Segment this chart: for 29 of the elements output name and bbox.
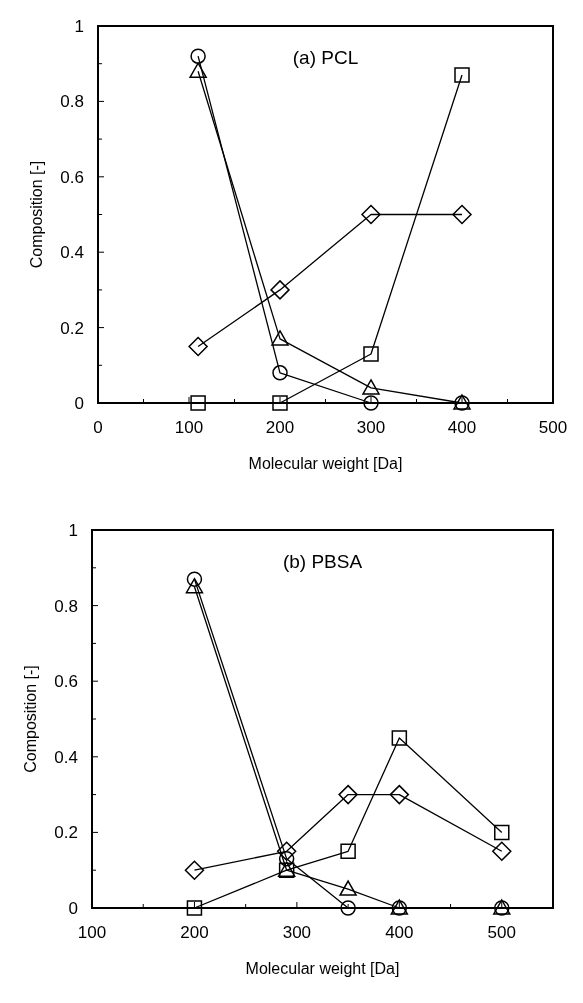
x-tick-label: 200	[180, 923, 209, 942]
y-tick-label: 1	[74, 16, 84, 36]
x-tick-label: 100	[77, 923, 107, 942]
text: (a) PCL	[292, 47, 359, 68]
x-tick-label: 300	[356, 418, 386, 437]
y-tick-label: 0	[74, 393, 84, 413]
x-tick-label: 500	[538, 418, 568, 437]
y-tick-label: 0.8	[54, 596, 78, 616]
x-tick-label: 0	[93, 418, 103, 437]
x-axis-title: Molecular weight [Da]	[248, 455, 403, 472]
x-tick-label: 400	[447, 418, 477, 437]
x-tick-label: 100	[174, 418, 204, 437]
y-tick-label: 0.8	[60, 92, 84, 112]
x-tick-label: 200	[265, 418, 295, 437]
x-tick-label: 500	[487, 923, 516, 942]
y-tick-label: 0.2	[54, 823, 78, 843]
y-tick-label: 0	[68, 898, 78, 918]
y-axis-title: Composition [-]	[28, 160, 45, 269]
y-tick-label: 0.2	[60, 318, 84, 338]
y-tick-label: 0.4	[60, 243, 84, 263]
x-axis-title: Molecular weight [Da]	[245, 960, 400, 977]
x-tick-label: 400	[385, 923, 414, 942]
y-axis-title: Composition [-]	[22, 665, 39, 773]
y-tick-label: 0.6	[60, 167, 84, 187]
y-tick-label: 0.6	[54, 672, 78, 692]
text: (b) PBSA	[282, 551, 363, 572]
x-tick-label: 300	[282, 923, 312, 942]
y-tick-label: 1	[68, 520, 78, 540]
y-tick-label: 0.4	[54, 747, 78, 767]
